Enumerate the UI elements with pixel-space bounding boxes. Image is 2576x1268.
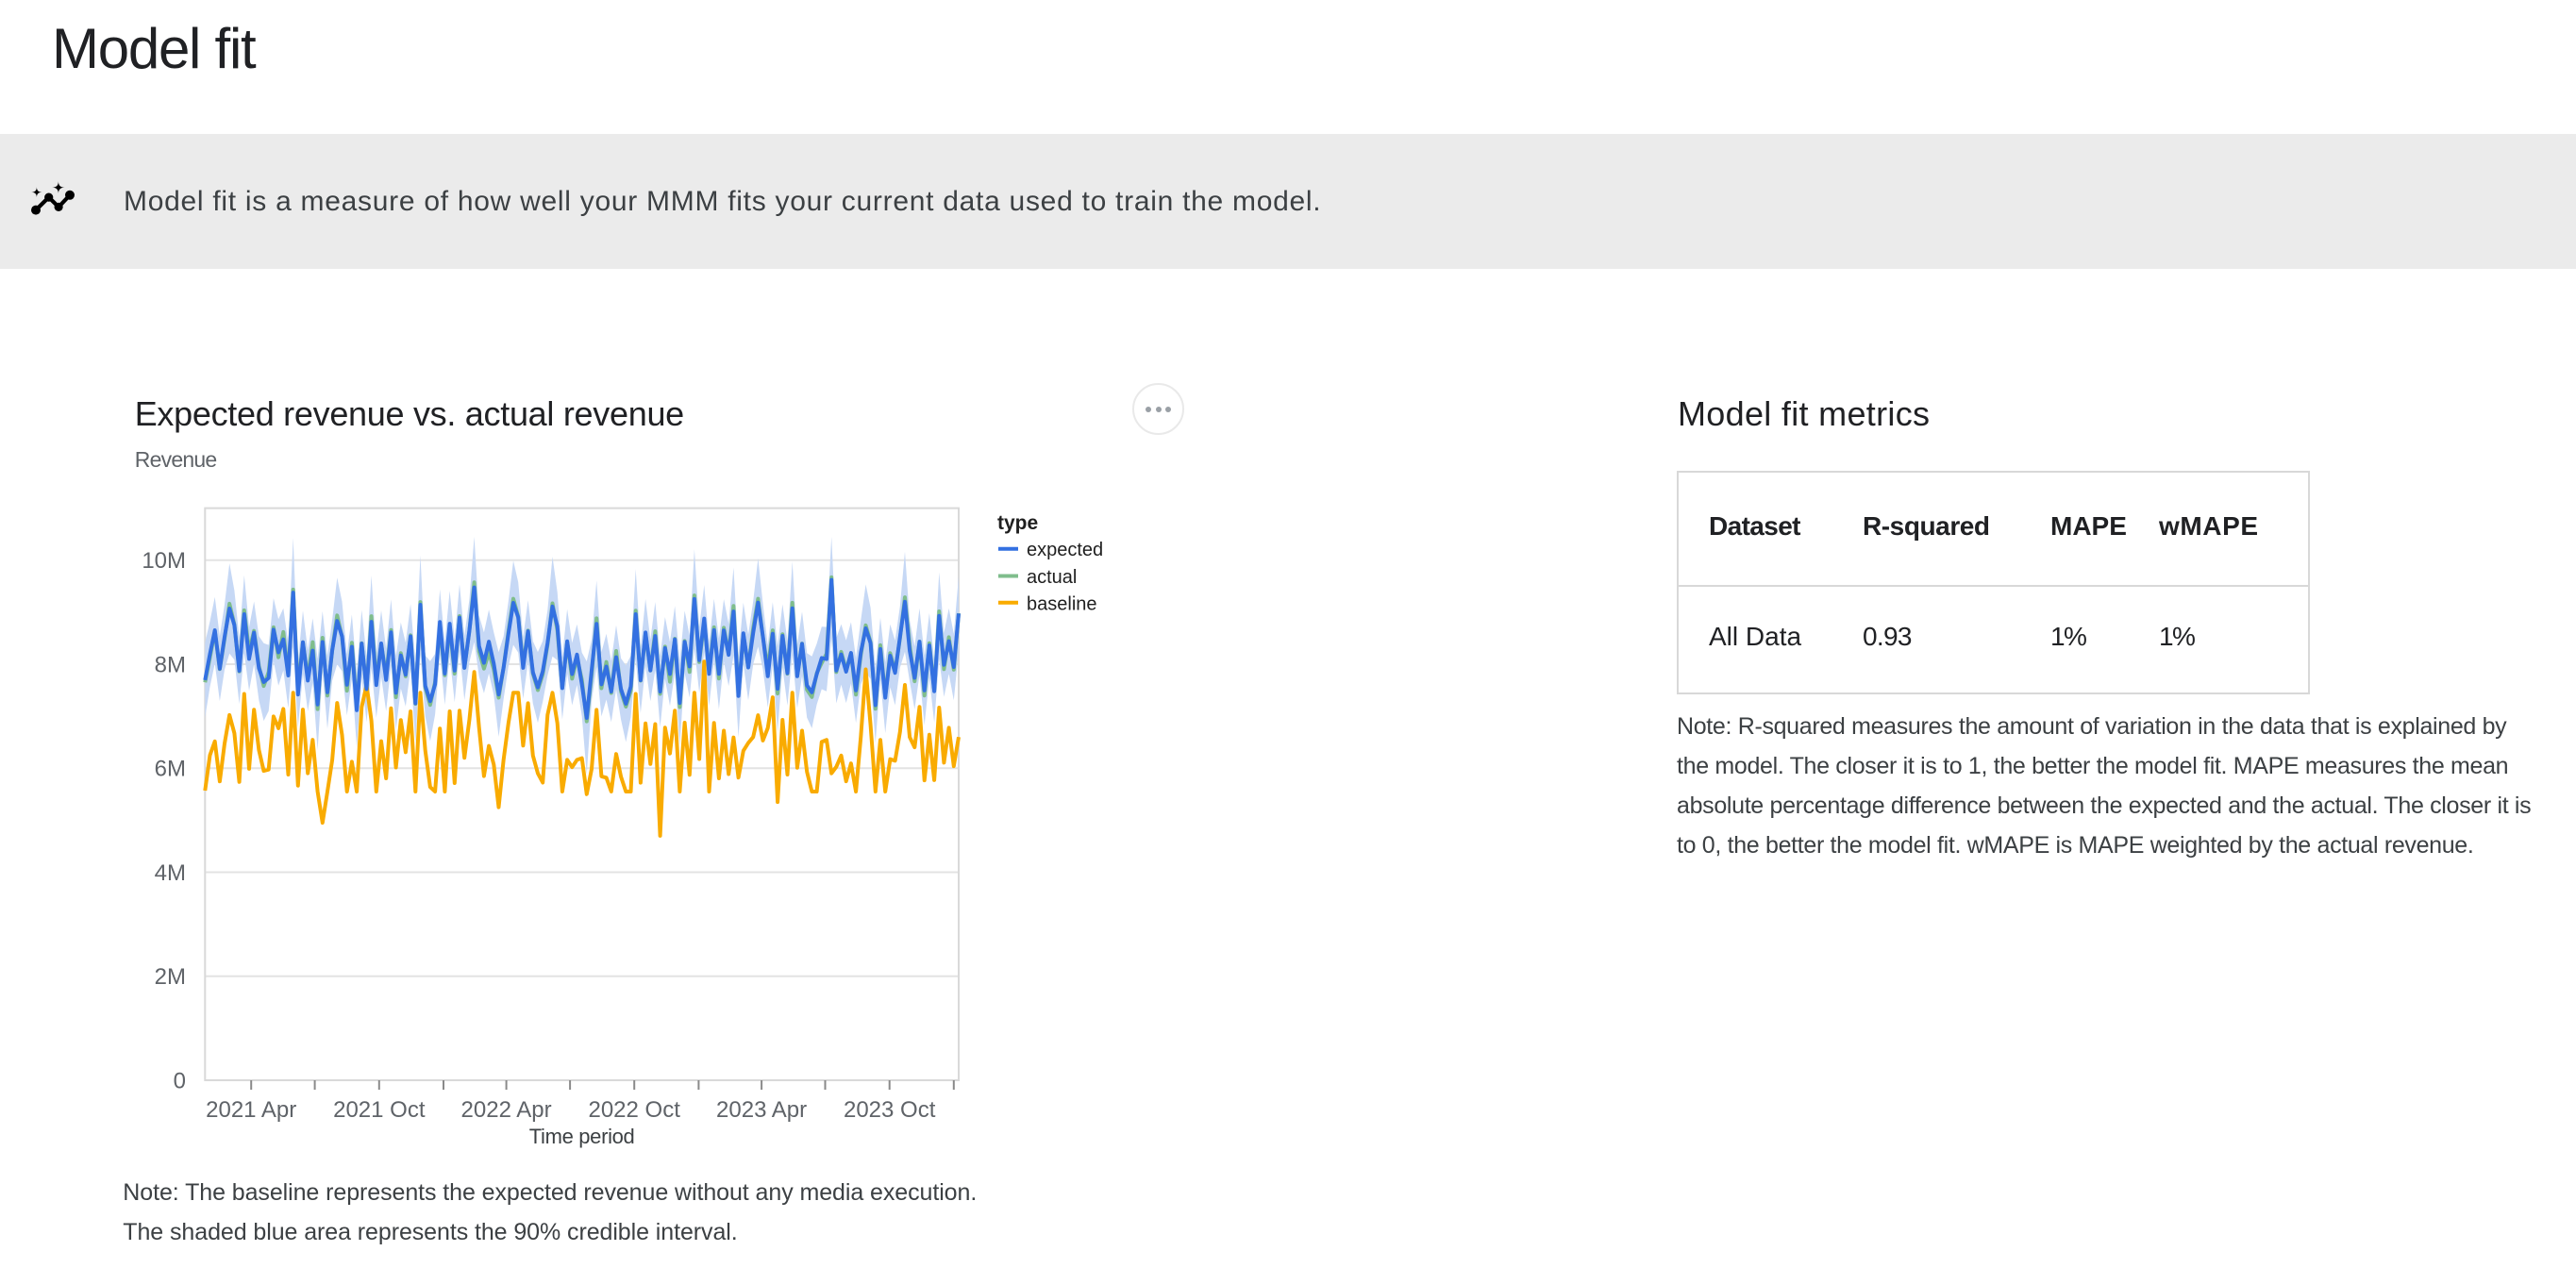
- svg-text:2M: 2M: [155, 964, 186, 990]
- svg-text:Time period: Time period: [529, 1125, 635, 1148]
- svg-text:6M: 6M: [155, 757, 186, 782]
- svg-text:2022 Apr: 2022 Apr: [461, 1097, 552, 1123]
- svg-text:8M: 8M: [155, 653, 186, 678]
- svg-text:2021 Apr: 2021 Apr: [206, 1097, 296, 1123]
- svg-text:type: type: [997, 512, 1038, 534]
- svg-text:actual: actual: [1027, 567, 1077, 588]
- svg-text:Revenue: Revenue: [135, 447, 217, 472]
- svg-text:0: 0: [174, 1069, 186, 1094]
- svg-text:2022 Oct: 2022 Oct: [588, 1097, 680, 1123]
- svg-text:baseline: baseline: [1027, 593, 1097, 614]
- svg-text:4M: 4M: [155, 860, 186, 886]
- svg-text:10M: 10M: [142, 548, 186, 574]
- svg-text:2023 Apr: 2023 Apr: [716, 1097, 807, 1123]
- svg-text:2023 Oct: 2023 Oct: [844, 1097, 936, 1123]
- svg-text:expected: expected: [1027, 540, 1103, 560]
- svg-text:2021 Oct: 2021 Oct: [333, 1097, 426, 1123]
